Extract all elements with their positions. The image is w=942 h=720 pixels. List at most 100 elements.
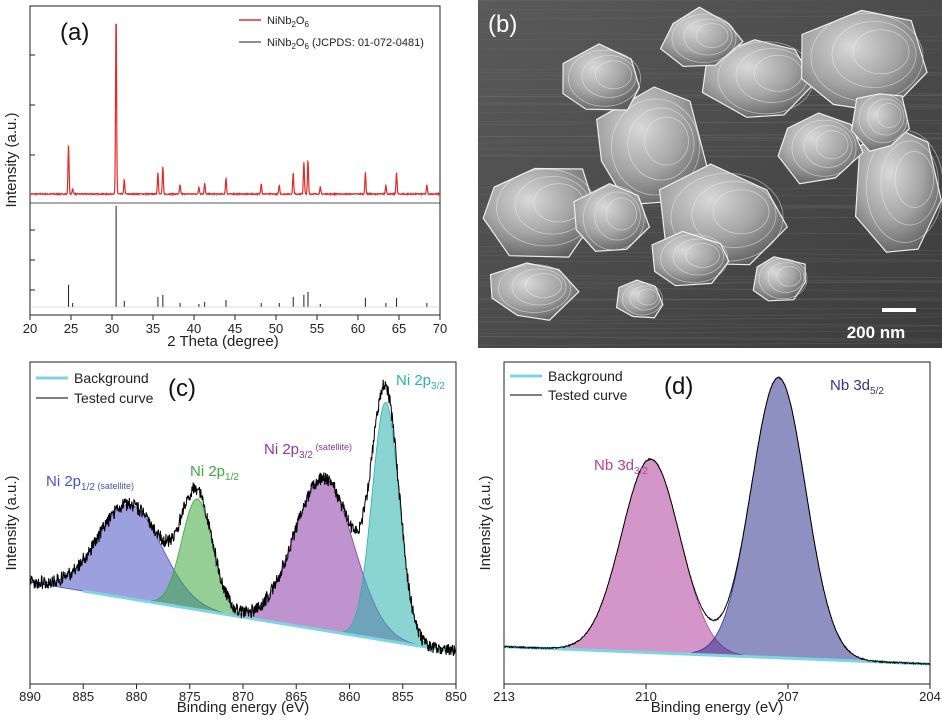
particle-terrace (685, 243, 720, 268)
particle-terrace (691, 181, 777, 248)
annotation-ni-2p32: Ni 2p3/2 (396, 372, 445, 392)
substrate-texture (478, 336, 942, 342)
sem-particle (701, 39, 816, 118)
panel-c-peak-annotations: Ni 2p1/2 (satellite) Ni 2p1/2 Ni 2p3/2 (… (46, 372, 445, 493)
panel-d-peak-annotations: Nb 3d3/2 Nb 3d5/2 (594, 377, 884, 477)
sem-particle (854, 129, 942, 253)
x-tick-label: 213 (493, 689, 515, 704)
panel-d-nb3d-xps: 213 210 207 204 (d) Binding energy (eV) Int… (477, 361, 941, 716)
panel-c-component-fills (29, 401, 430, 649)
particle-terrace (712, 189, 770, 235)
x-tick-label: 865 (285, 689, 307, 704)
particle-terrace (637, 288, 658, 306)
x-tick-label: 55 (310, 321, 324, 336)
panel-a-legend: NiNb2O6 NiNb2O6 (JCPDS: 01-072-0481) (239, 15, 424, 51)
x-tick-label: 45 (228, 321, 242, 336)
sem-particles (478, 0, 942, 347)
x-tick-label: 875 (179, 689, 201, 704)
particle-terrace (582, 185, 645, 251)
particle-terrace (611, 98, 700, 196)
particle-terrace (876, 103, 902, 128)
panel-d-component-fills (557, 377, 866, 662)
panel-a-x-ticks: 20 25 30 35 40 45 50 55 60 65 70 (23, 315, 447, 336)
substrate-texture (478, 313, 942, 318)
legend-label-tested-curve: Tested curve (74, 390, 154, 406)
particle-terrace (894, 151, 935, 208)
x-tick-label: 885 (72, 689, 94, 704)
particle-terrace (695, 23, 729, 48)
x-tick-label: 35 (146, 321, 160, 336)
x-tick-label: 210 (635, 689, 657, 704)
particle-terrace (683, 18, 733, 56)
panel-d-x-ticks: 213 210 207 204 (493, 684, 941, 704)
particle-terrace (605, 197, 638, 231)
x-tick-label: 25 (64, 321, 78, 336)
panel-a-y-ticks (30, 54, 35, 291)
panel-c-x-axis-label: Binding energy (eV) (177, 699, 310, 716)
panel-c-tested-curve (29, 379, 457, 657)
scale-bar-label: 200 nm (847, 323, 906, 342)
substrate-texture (478, 335, 942, 340)
sem-particle (651, 230, 730, 287)
annotation-ni-2p12-satellite: Ni 2p1/2 (satellite) (46, 473, 134, 493)
x-tick-label: 70 (433, 321, 447, 336)
panel-d-legend: Background Tested curve (510, 368, 628, 403)
legend-label-tested-curve: Tested curve (548, 387, 628, 403)
particle-terrace (867, 98, 905, 136)
particle-terrace (622, 282, 663, 316)
particle-terrace (629, 285, 661, 311)
component-fill-0 (557, 458, 745, 657)
panel-d-x-axis-label: Binding energy (eV) (651, 699, 784, 716)
particle-terrace (758, 258, 808, 300)
annotation-ni-2p12: Ni 2p1/2 (190, 463, 239, 483)
x-tick-label: 60 (351, 321, 365, 336)
panel-d-frame (503, 361, 931, 685)
substrate-texture (478, 325, 942, 331)
annotation-nb-3d52: Nb 3d5/2 (830, 377, 884, 397)
particle-terrace (511, 268, 567, 306)
panel-c-ni2p-xps: 890 885 880 875 870 865 860 855 850 (c) Binding … (3, 361, 467, 716)
annotation-ni-2p32-satellite: Ni 2p3/2 (satellite) (264, 441, 352, 461)
x-tick-label: 870 (232, 689, 254, 704)
x-tick-label: 50 (269, 321, 283, 336)
panel-c-legend: Background Tested curve (36, 370, 154, 406)
panel-a-xrd: 20 25 30 35 40 45 50 55 60 65 70 (a) 2 Theta (degr… (3, 5, 447, 350)
particle-terrace (803, 125, 853, 168)
panel-a-reference-lines (30, 206, 440, 308)
panel-d-y-axis-label: Intensity (a.u.) (477, 475, 494, 570)
sem-particle (562, 43, 641, 111)
sem-particle (850, 93, 911, 152)
particle-terrace (791, 119, 857, 177)
sem-particle (752, 256, 806, 302)
panel-a-frame (29, 5, 441, 316)
x-tick-label: 30 (105, 321, 119, 336)
particle-terrace (858, 94, 908, 143)
substrate-texture (478, 316, 942, 322)
scale-bar (882, 308, 916, 312)
particle-terrace (595, 60, 632, 90)
panel-a-y-axis-label: Intensity (a.u.) (3, 112, 20, 207)
particle-terrace (568, 49, 641, 107)
panel-d-tested-curve (503, 376, 931, 666)
panel-c-background-line (83, 589, 457, 654)
substrate-texture (478, 342, 942, 347)
particle-terrace (498, 264, 571, 313)
panel-a-measured-pattern (29, 23, 441, 197)
particle-terrace (627, 107, 695, 181)
substrate-texture (478, 322, 942, 326)
substrate-texture (478, 330, 942, 335)
particle-terrace (594, 191, 641, 241)
x-tick-label: 207 (777, 689, 799, 704)
particle-terrace (776, 265, 802, 287)
legend-label-measured: NiNb2O6 (267, 15, 309, 29)
particle-terrace (660, 234, 729, 283)
x-tick-label: 40 (187, 321, 201, 336)
legend-label-background: Background (548, 368, 623, 384)
x-tick-label: 855 (392, 689, 414, 704)
x-tick-label: 65 (392, 321, 406, 336)
particle-terrace (671, 14, 737, 63)
particle-terrace (581, 55, 637, 98)
particle-terrace (644, 116, 689, 166)
particle-terrace (852, 29, 910, 75)
x-tick-label: 880 (126, 689, 148, 704)
